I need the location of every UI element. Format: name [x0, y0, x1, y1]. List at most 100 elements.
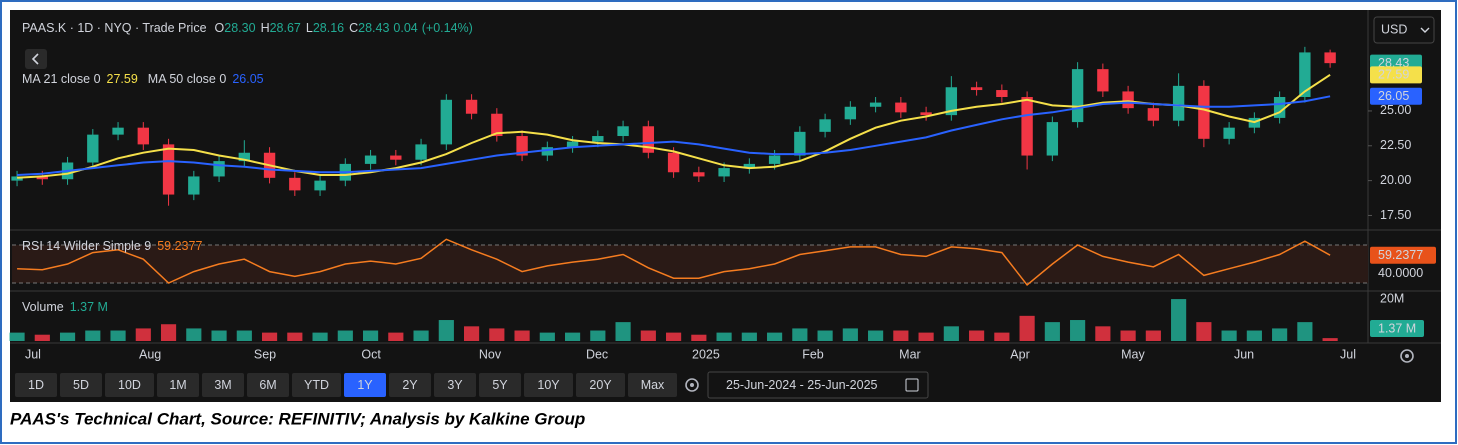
- range-button[interactable]: [628, 373, 677, 397]
- candle-body: [996, 90, 1008, 98]
- volume-bar: [539, 332, 555, 341]
- caption: PAAS's Technical Chart, Source: REFINITI…: [10, 409, 585, 428]
- candle-body: [566, 141, 579, 148]
- candle-body: [1198, 85, 1210, 139]
- range-button[interactable]: [157, 373, 199, 397]
- candle-body: [112, 127, 124, 135]
- volume-bar: [868, 330, 884, 341]
- volume-bar: [969, 330, 985, 341]
- price-badge: [1370, 87, 1422, 105]
- price-badge: [1370, 66, 1422, 84]
- volume-bar: [110, 330, 126, 341]
- volume-bar: [186, 328, 202, 341]
- range-button[interactable]: [202, 373, 244, 397]
- volume-bar: [388, 332, 404, 341]
- date-range-box[interactable]: [707, 371, 929, 399]
- range-button-label: 6M: [259, 378, 276, 392]
- candle-body: [213, 161, 225, 177]
- volume-bar: [842, 328, 858, 341]
- y-tick-label: 22.50: [1380, 138, 1411, 152]
- change-pct: (+0.14%): [422, 21, 473, 35]
- candle-body: [491, 113, 503, 137]
- range-button[interactable]: [344, 373, 386, 397]
- rsi-line: [17, 238, 1331, 286]
- volume-bar: [943, 326, 959, 341]
- ma-name: MA 21 close 0: [22, 72, 101, 86]
- back-icon: [31, 53, 39, 65]
- range-button[interactable]: [105, 373, 154, 397]
- volume-bar: [994, 332, 1010, 341]
- ohlc-label: L: [306, 21, 313, 35]
- volume-bar: [9, 332, 25, 341]
- candle-body: [1324, 52, 1336, 64]
- candle-body: [642, 126, 655, 153]
- range-button[interactable]: [389, 373, 431, 397]
- candle-body: [289, 177, 301, 191]
- range-button-label: YTD: [304, 378, 329, 392]
- price-badge-label: 27.59: [1378, 68, 1409, 82]
- back-button[interactable]: [25, 49, 47, 69]
- candle-body: [794, 131, 806, 156]
- range-button[interactable]: [15, 373, 57, 397]
- range-button-label: 1D: [28, 378, 44, 392]
- range-button-label: 5D: [73, 378, 89, 392]
- candle-body: [1273, 97, 1286, 118]
- x-tick-label: Mar: [899, 347, 921, 361]
- range-button[interactable]: [524, 373, 573, 397]
- volume-bar: [1145, 330, 1161, 341]
- volume-bar: [1019, 315, 1035, 341]
- candle-body: [693, 172, 705, 177]
- volume-bar: [85, 330, 101, 341]
- y-tick-label: 25.00: [1380, 103, 1411, 117]
- range-button-label: 3M: [214, 378, 231, 392]
- range-button-label: 10D: [118, 378, 141, 392]
- rsi-band: [12, 245, 1368, 283]
- rsi-title: RSI 14 Wilder Simple 9: [22, 239, 151, 253]
- candle-body: [895, 102, 907, 113]
- candle-body: [970, 87, 983, 91]
- ohlc-value: 28.67: [270, 21, 301, 35]
- candle-body: [36, 176, 48, 180]
- volume-bar: [590, 330, 606, 341]
- x-tick-label: May: [1121, 347, 1145, 361]
- candle-body: [440, 99, 453, 145]
- candle-body: [188, 176, 200, 195]
- settings-gear[interactable]: [1400, 349, 1414, 363]
- candle-body: [819, 119, 831, 132]
- volume-bar: [615, 322, 631, 341]
- x-tick-label: Jul: [25, 347, 41, 361]
- ma-name: MA 50 close 0: [148, 72, 227, 86]
- range-button[interactable]: [576, 373, 625, 397]
- candle-body: [137, 127, 149, 145]
- volume-bar: [817, 330, 833, 341]
- volume-bar: [918, 332, 934, 341]
- volume-bar: [211, 330, 227, 341]
- volume-bar: [640, 330, 656, 341]
- ohlc-value: 28.30: [224, 21, 255, 35]
- currency-dropdown[interactable]: [1373, 16, 1435, 44]
- candle-body: [364, 155, 377, 164]
- candle-body: [1046, 122, 1059, 156]
- range-button[interactable]: [247, 373, 289, 397]
- change: 0.04: [393, 21, 417, 35]
- range-button[interactable]: [292, 373, 341, 397]
- range-button-label: 20Y: [589, 378, 612, 392]
- volume-bar: [792, 328, 808, 341]
- candle-body: [718, 168, 730, 177]
- candle-body: [743, 163, 756, 169]
- volume-bar: [1171, 299, 1187, 341]
- ohlc-label: O: [215, 21, 225, 35]
- symbol-legend: PAAS.K · 1D · NYQ · Trade Price O28.30 H28…: [22, 21, 473, 35]
- range-button[interactable]: [60, 373, 102, 397]
- range-button[interactable]: [479, 373, 521, 397]
- range-settings[interactable]: [685, 378, 699, 392]
- rsi-badge-label: 59.2377: [1378, 248, 1423, 262]
- candle-body: [1299, 52, 1311, 98]
- x-tick-label: Jun: [1234, 347, 1254, 361]
- x-tick-label: Dec: [586, 347, 608, 361]
- candle-body: [768, 155, 781, 164]
- volume-bar: [1095, 326, 1111, 341]
- volume-title: Volume: [22, 300, 64, 314]
- volume-bar: [716, 332, 732, 341]
- range-button[interactable]: [434, 373, 476, 397]
